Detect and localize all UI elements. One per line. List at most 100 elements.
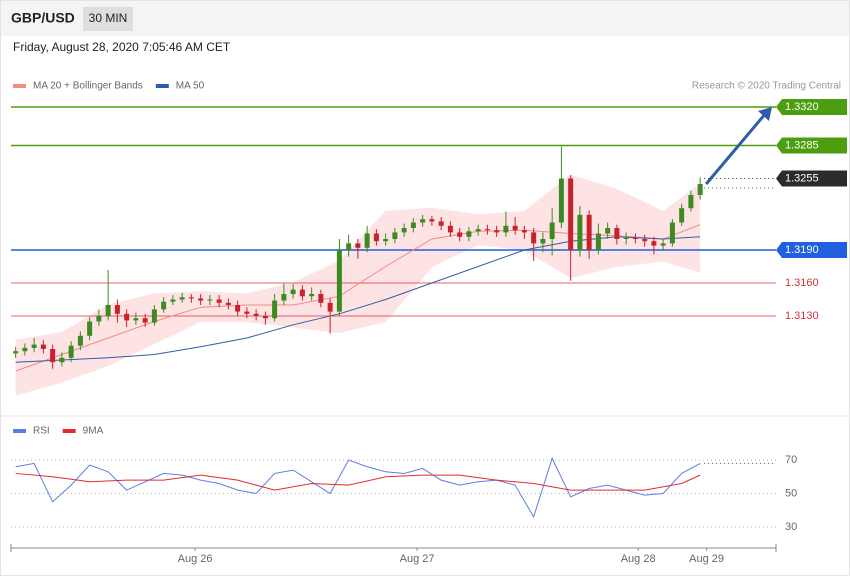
candle-body	[531, 232, 537, 244]
candle-body	[22, 347, 28, 352]
candle-body	[327, 302, 333, 312]
level-tag	[776, 242, 847, 258]
bollinger-lower	[15, 243, 701, 396]
rsi-line	[15, 472, 701, 491]
candle-body	[346, 243, 352, 250]
candle-body	[336, 250, 342, 312]
candle-body	[40, 344, 46, 349]
candle-body	[207, 299, 213, 301]
candle-body	[50, 349, 56, 363]
legend-swatch	[155, 84, 169, 88]
interval-badge[interactable]	[83, 7, 133, 31]
candle-body	[614, 228, 620, 239]
level-label: 1.3285	[785, 139, 819, 151]
candle-body	[364, 233, 370, 248]
candle-body	[179, 297, 185, 300]
candle-body	[151, 309, 157, 323]
legend-label: RSI	[33, 426, 50, 437]
legend-label: MA 50	[176, 81, 205, 92]
candle-body	[429, 219, 435, 222]
legend-label: MA 20 + Bollinger Bands	[33, 81, 143, 92]
candle-body	[216, 299, 222, 303]
datetime: Friday, August 28, 2020 7:05:46 AM CET	[13, 40, 231, 54]
candle-body	[235, 305, 241, 312]
candle-body	[272, 300, 278, 319]
candle-body	[96, 316, 102, 322]
candle-body	[410, 222, 416, 228]
legend-swatch	[62, 429, 76, 433]
candle-body	[642, 239, 648, 242]
y-tick-label: 30	[785, 521, 797, 533]
bollinger-upper	[15, 174, 701, 341]
source: Research © 2020 Trading Central	[692, 81, 841, 92]
candle-body	[697, 184, 703, 195]
y-tick-label: 50	[785, 487, 797, 499]
candle-body	[447, 225, 453, 233]
candle-body	[512, 225, 518, 231]
candle-body	[568, 178, 574, 250]
candle-body	[605, 228, 611, 234]
candle-body	[142, 318, 148, 323]
candle-body	[373, 233, 379, 242]
level-tag	[776, 137, 847, 154]
candle-body	[133, 318, 139, 321]
candle-body	[549, 222, 555, 239]
y-tick-label: 70	[785, 454, 797, 466]
candle-body	[13, 351, 19, 354]
level-label: 1.3130	[785, 310, 819, 322]
candle-body	[401, 228, 407, 233]
level-tag	[776, 170, 847, 187]
candle-body	[105, 305, 111, 316]
x-tick-label: Aug 26	[178, 553, 213, 565]
x-tick-label: Aug 28	[621, 553, 656, 565]
symbol: GBP/USD	[11, 10, 75, 26]
level-label: 1.3190	[785, 244, 819, 256]
candle-body	[161, 301, 167, 310]
candle-body	[309, 294, 315, 297]
candle-body	[114, 305, 120, 314]
candle-body	[124, 313, 130, 321]
candle-body	[290, 289, 296, 294]
candle-body	[586, 214, 592, 250]
level-label: 1.3255	[785, 172, 819, 184]
candle-body	[383, 239, 389, 242]
candle-body	[281, 294, 287, 301]
level-label: 1.3160	[785, 277, 819, 289]
candle-body	[577, 214, 583, 250]
candle-body	[660, 243, 666, 246]
moving-average	[15, 224, 701, 372]
candle-body	[225, 302, 231, 305]
candle-body	[484, 229, 490, 231]
candle-body	[521, 230, 527, 233]
candle-body	[392, 232, 398, 239]
candle-body	[31, 344, 37, 348]
candle-body	[595, 233, 601, 250]
candle-body	[466, 231, 472, 237]
candle-body	[438, 221, 444, 226]
candle-body	[318, 294, 324, 303]
candle-body	[558, 178, 564, 223]
candle-body	[170, 299, 176, 302]
candle-body	[688, 195, 694, 209]
interval[interactable]: 30 MIN	[89, 11, 128, 25]
legend-swatch	[13, 429, 26, 433]
level-label: 1.3320	[785, 101, 819, 113]
candle-body	[651, 241, 657, 246]
candle-body	[188, 297, 194, 299]
candle-body	[59, 357, 65, 363]
candle-body	[198, 298, 204, 301]
candle-body	[262, 316, 268, 319]
candle-body	[299, 289, 305, 297]
header-bar	[1, 1, 849, 36]
legend-swatch	[13, 84, 26, 88]
level-tag	[776, 99, 847, 115]
candle-body	[87, 321, 93, 336]
forecast-arrowhead	[758, 107, 772, 121]
rsi-panel: RSI 9MA 30 50 70 Aug 26 Aug 27 Aug 28 Aug 29	[10, 426, 797, 565]
candle-body	[244, 311, 250, 314]
candle-body	[420, 219, 426, 223]
candle-body	[540, 239, 546, 244]
x-tick-label: Aug 29	[689, 553, 724, 565]
